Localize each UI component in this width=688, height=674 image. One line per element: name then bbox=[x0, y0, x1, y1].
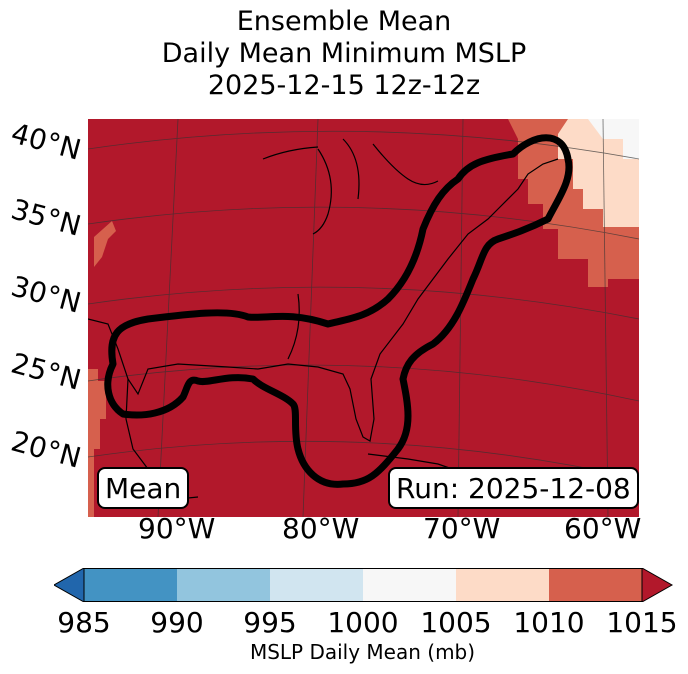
colorbar-bin-1005-1010 bbox=[456, 568, 549, 602]
colorbar-extend-low bbox=[54, 568, 85, 602]
lon-label-60w: 60°W bbox=[564, 512, 642, 545]
colorbar bbox=[54, 568, 674, 602]
lat-label-25: 25°N bbox=[7, 346, 85, 397]
run-date-badge: Run: 2025-12-08 bbox=[388, 467, 639, 509]
graticule bbox=[88, 119, 639, 517]
lat-label-35: 35°N bbox=[7, 192, 85, 243]
lon-label-90w: 90°W bbox=[138, 512, 216, 545]
lon-label-70w: 70°W bbox=[423, 512, 501, 545]
lon-label-80w: 80°W bbox=[282, 512, 360, 545]
colorbar-bin-1010-1015 bbox=[549, 568, 642, 602]
title-line-1: Ensemble Mean bbox=[236, 6, 452, 37]
contour-1015 bbox=[104, 134, 573, 488]
cbar-tick-990: 990 bbox=[150, 606, 204, 639]
lat-label-30: 30°N bbox=[7, 269, 85, 320]
lat-label-40: 40°N bbox=[7, 116, 85, 167]
field-west-low bbox=[88, 369, 106, 517]
cbar-tick-985: 985 bbox=[57, 606, 111, 639]
cbar-tick-995: 995 bbox=[243, 606, 297, 639]
colorbar-bin-995-1000 bbox=[270, 568, 363, 602]
title-line-3: 2025-12-15 12z-12z bbox=[207, 70, 481, 101]
colorbar-label: MSLP Daily Mean (mb) bbox=[249, 640, 476, 664]
field-ne-lower bbox=[558, 119, 639, 227]
field-ne-lowest bbox=[588, 119, 639, 159]
title-line-2: Daily Mean Minimum MSLP bbox=[161, 38, 527, 69]
cbar-tick-1015: 1015 bbox=[606, 606, 678, 639]
cbar-tick-1000: 1000 bbox=[327, 606, 399, 639]
colorbar-bin-985-990 bbox=[84, 568, 177, 602]
colorbar-frame bbox=[83, 568, 643, 602]
field-west-low-2 bbox=[94, 221, 116, 267]
colorbar-bin-990-995 bbox=[177, 568, 270, 602]
lat-label-20: 20°N bbox=[7, 424, 85, 475]
mslp-map bbox=[88, 119, 639, 517]
cbar-tick-1010: 1010 bbox=[513, 606, 585, 639]
colorbar-bin-1000-1005 bbox=[363, 568, 456, 602]
mean-badge: Mean bbox=[97, 467, 190, 509]
colorbar-extend-high bbox=[641, 568, 674, 602]
cbar-tick-1005: 1005 bbox=[420, 606, 492, 639]
